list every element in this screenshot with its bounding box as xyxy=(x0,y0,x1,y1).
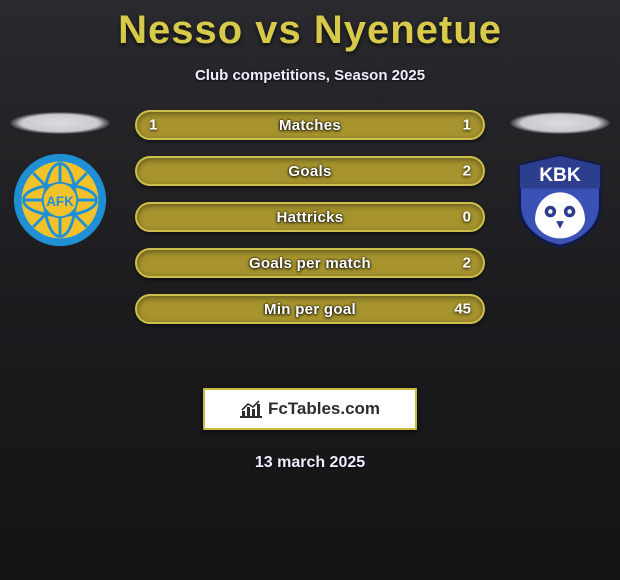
stat-bar: Goals per match 2 xyxy=(135,248,485,278)
left-shadow-ellipse xyxy=(10,112,110,134)
watermark-badge: FcTables.com xyxy=(203,388,417,430)
stat-label: Hattricks xyxy=(277,209,344,226)
left-club-column: AFK xyxy=(0,110,120,248)
right-club-column: KBK xyxy=(500,110,620,248)
stat-right-value: 0 xyxy=(463,209,471,226)
stat-bar: Hattricks 0 xyxy=(135,202,485,232)
player-left-name: Nesso xyxy=(118,8,243,52)
stat-label: Matches xyxy=(279,117,341,134)
svg-text:AFK: AFK xyxy=(46,194,74,209)
stat-right-value: 1 xyxy=(463,117,471,134)
aalesund-logo: AFK xyxy=(12,152,108,248)
stat-right-value: 45 xyxy=(454,301,471,318)
right-shadow-ellipse xyxy=(510,112,610,134)
vs-separator: vs xyxy=(255,8,302,52)
stat-left-value: 1 xyxy=(149,117,157,134)
subtitle: Club competitions, Season 2025 xyxy=(0,67,620,84)
date-label: 13 march 2025 xyxy=(0,454,620,472)
stat-label: Min per goal xyxy=(264,301,356,318)
stat-bars: 1 Matches 1 Goals 2 Hattricks 0 Goals per match… xyxy=(135,110,485,340)
svg-text:KBK: KBK xyxy=(539,165,581,186)
stat-right-value: 2 xyxy=(463,163,471,180)
player-right-name: Nyenetue xyxy=(314,8,502,52)
chart-icon xyxy=(240,400,262,418)
page-title: Nesso vs Nyenetue xyxy=(0,0,620,53)
stat-label: Goals xyxy=(288,163,331,180)
kbk-logo: KBK xyxy=(512,152,608,248)
stat-right-value: 2 xyxy=(463,255,471,272)
stat-bar: Goals 2 xyxy=(135,156,485,186)
stat-bar: 1 Matches 1 xyxy=(135,110,485,140)
watermark-text: FcTables.com xyxy=(268,399,380,419)
stat-bar: Min per goal 45 xyxy=(135,294,485,324)
stat-label: Goals per match xyxy=(249,255,371,272)
comparison-stage: AFK KBK 1 Matches 1 Goals 2 Hattricks 0 Goals p… xyxy=(0,110,620,370)
